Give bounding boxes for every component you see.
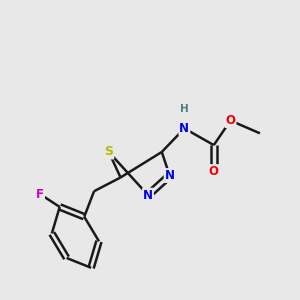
Text: N: N [179,122,189,135]
Text: N: N [143,189,153,202]
Text: N: N [165,169,175,182]
Text: H: H [180,104,189,114]
Text: O: O [209,165,219,178]
Text: F: F [36,188,44,201]
Text: S: S [104,146,113,158]
Text: O: O [226,114,236,127]
